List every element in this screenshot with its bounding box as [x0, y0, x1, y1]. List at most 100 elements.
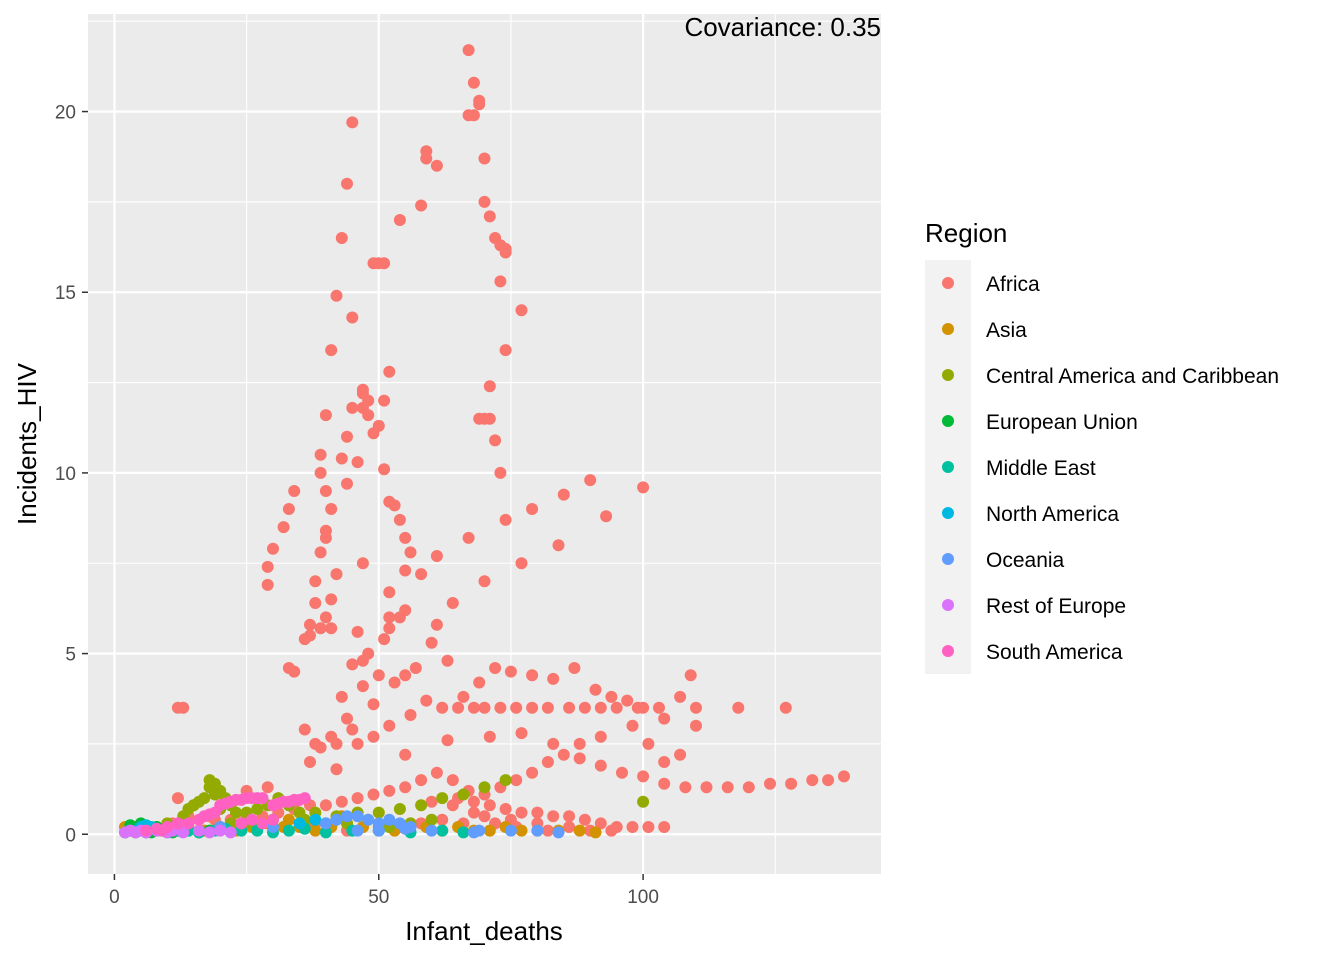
x-axis: 0 50 100: [109, 874, 659, 908]
point-africa: [351, 792, 364, 805]
point-africa: [335, 452, 348, 465]
point-south-america: [150, 822, 163, 835]
point-africa: [547, 737, 560, 750]
legend-label-oceania: Oceania: [986, 549, 1065, 572]
point-africa: [674, 690, 687, 703]
point-africa: [526, 701, 539, 714]
point-africa: [779, 701, 792, 714]
point-africa: [393, 611, 406, 624]
point-africa: [261, 560, 274, 573]
point-central-america-and-caribbean: [478, 781, 491, 794]
point-middle-east: [457, 826, 470, 839]
point-africa: [557, 748, 570, 761]
point-africa: [267, 542, 279, 555]
point-africa: [547, 810, 560, 823]
point-africa: [383, 611, 396, 624]
point-africa: [314, 546, 327, 559]
point-africa: [446, 774, 459, 787]
point-oceania: [467, 826, 480, 839]
point-africa: [325, 503, 338, 515]
point-africa: [658, 756, 671, 768]
point-africa: [288, 665, 301, 678]
legend: Region Africa Asia Central America and Car…: [925, 218, 1279, 674]
point-oceania: [330, 813, 343, 826]
point-south-america: [256, 817, 269, 830]
y-axis-title: Incidents_HIV: [12, 362, 42, 525]
point-africa: [594, 730, 607, 743]
point-africa: [742, 781, 755, 794]
point-africa: [415, 199, 428, 212]
point-africa: [541, 756, 554, 768]
point-south-america: [245, 813, 258, 826]
point-africa: [341, 177, 353, 190]
point-south-america: [235, 817, 248, 830]
point-middle-east: [282, 824, 295, 837]
legend-label-africa: Africa: [986, 273, 1040, 296]
point-oceania: [341, 810, 353, 823]
legend-label-asia: Asia: [986, 319, 1027, 342]
point-africa: [351, 456, 364, 469]
point-africa: [446, 799, 459, 812]
point-africa: [309, 597, 322, 609]
point-africa: [404, 709, 417, 721]
point-africa: [314, 466, 327, 479]
x-tick-label: 0: [109, 887, 120, 908]
point-africa: [510, 701, 523, 714]
point-africa: [690, 701, 702, 714]
point-africa: [341, 430, 353, 443]
point-africa: [314, 448, 327, 461]
legend-label-central-america-and-caribbean: Central America and Caribbean: [986, 365, 1279, 388]
data-points: [119, 44, 850, 839]
point-africa: [526, 503, 539, 515]
point-africa: [335, 232, 348, 244]
point-africa: [478, 152, 491, 165]
point-africa: [288, 485, 301, 497]
legend-key-south-america: [942, 645, 954, 657]
point-africa: [393, 214, 406, 226]
point-africa: [378, 633, 391, 646]
point-africa: [367, 788, 380, 801]
point-africa: [526, 669, 539, 682]
point-oceania: [504, 824, 517, 837]
legend-key-asia: [942, 323, 954, 335]
legend-key-central-america-and-caribbean: [942, 369, 954, 381]
point-africa: [335, 690, 348, 703]
point-africa: [383, 365, 396, 378]
point-africa: [399, 564, 412, 577]
point-africa: [325, 593, 338, 606]
point-south-america: [182, 817, 195, 830]
point-africa: [499, 246, 512, 259]
point-africa: [563, 821, 576, 833]
point-africa: [473, 676, 486, 689]
point-africa: [594, 817, 607, 830]
point-south-america: [267, 813, 279, 826]
point-oceania: [351, 824, 364, 837]
point-africa: [351, 737, 364, 750]
point-africa: [325, 622, 338, 635]
point-africa: [504, 665, 517, 678]
point-africa: [658, 777, 671, 790]
point-africa: [462, 44, 475, 57]
point-rest-of-europe: [193, 824, 205, 837]
point-africa: [425, 636, 438, 649]
legend-key-middle-east: [942, 461, 954, 473]
point-africa: [404, 546, 417, 559]
point-africa: [822, 774, 835, 787]
point-africa: [378, 463, 391, 476]
point-africa: [330, 289, 343, 302]
point-africa: [420, 694, 433, 707]
legend-label-south-america: South America: [986, 641, 1123, 664]
point-africa: [409, 662, 422, 674]
point-africa: [605, 824, 618, 837]
point-africa: [684, 669, 697, 682]
point-africa: [642, 821, 655, 833]
point-asia: [515, 824, 528, 837]
x-axis-title: Infant_deaths: [405, 916, 563, 946]
point-africa: [341, 712, 353, 725]
point-oceania: [372, 824, 385, 837]
point-africa: [467, 795, 480, 808]
point-africa: [298, 723, 311, 736]
point-africa: [732, 701, 745, 714]
